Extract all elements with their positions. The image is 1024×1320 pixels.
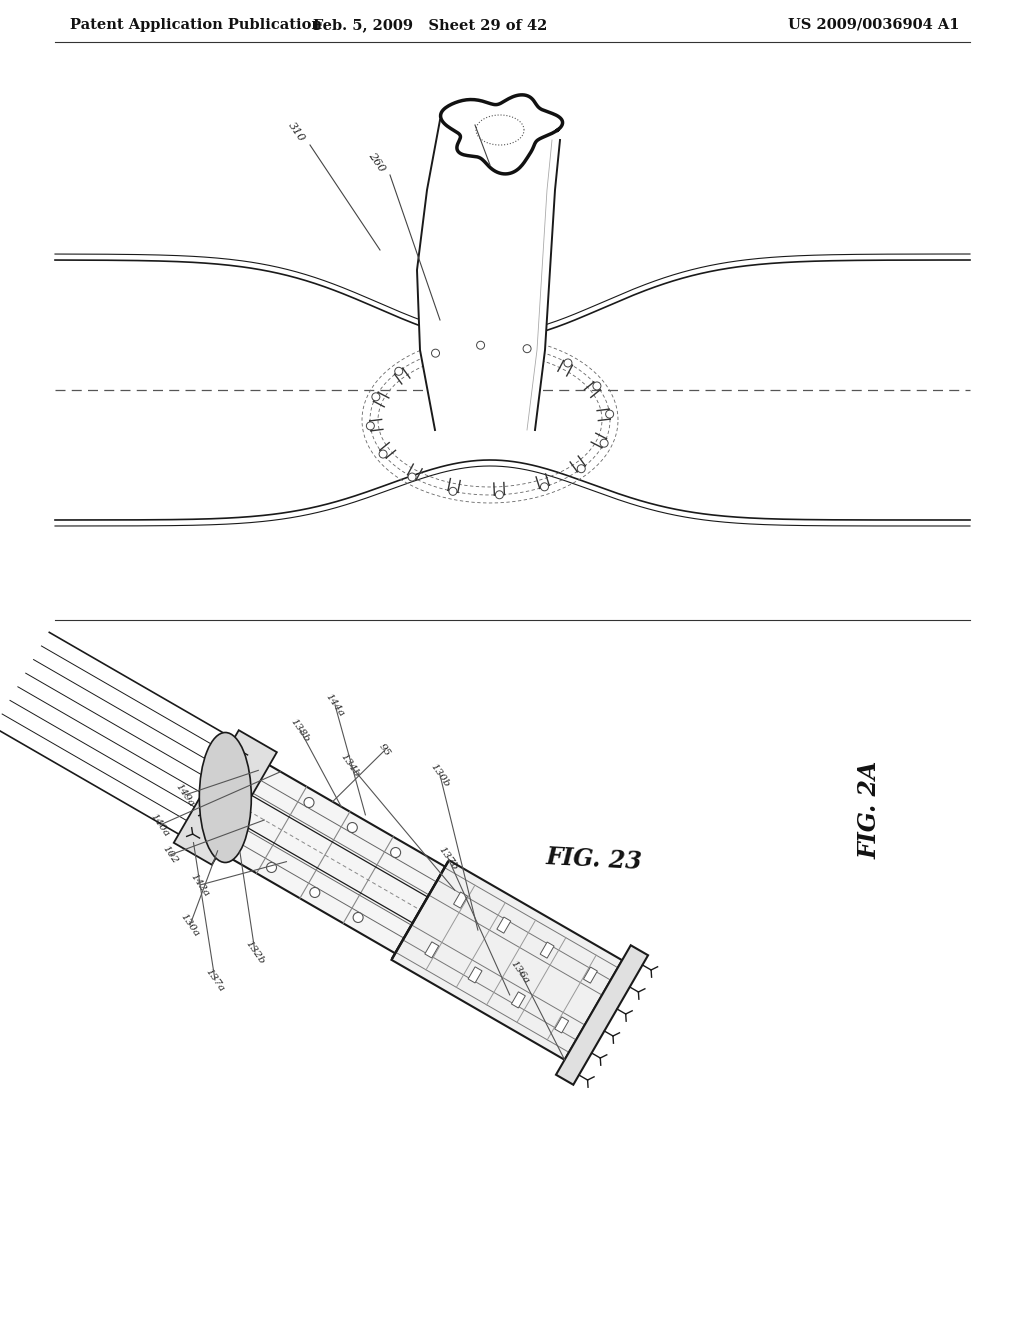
Polygon shape [556, 945, 648, 1085]
Polygon shape [468, 966, 482, 983]
Circle shape [541, 483, 549, 491]
Text: 310: 310 [286, 120, 306, 144]
Circle shape [593, 381, 601, 389]
Text: 144a: 144a [324, 692, 346, 718]
Circle shape [310, 887, 319, 898]
Polygon shape [476, 115, 524, 145]
Text: 142a: 142a [188, 871, 211, 898]
Text: 140a: 140a [148, 812, 171, 838]
Polygon shape [440, 95, 562, 174]
Circle shape [347, 822, 357, 833]
Circle shape [605, 411, 613, 418]
Circle shape [372, 393, 380, 401]
Text: 149a: 149a [174, 781, 197, 808]
Polygon shape [174, 730, 276, 865]
Text: 137a: 137a [204, 966, 226, 993]
Text: Feb. 5, 2009   Sheet 29 of 42: Feb. 5, 2009 Sheet 29 of 42 [312, 18, 547, 32]
Circle shape [578, 465, 586, 473]
Text: 102: 102 [161, 845, 179, 866]
Ellipse shape [200, 733, 251, 862]
Text: FIG. 23: FIG. 23 [545, 846, 643, 875]
Circle shape [564, 359, 572, 367]
Polygon shape [497, 917, 511, 933]
Polygon shape [194, 744, 272, 859]
Circle shape [523, 345, 531, 352]
Polygon shape [511, 991, 525, 1008]
Text: 95: 95 [378, 742, 392, 758]
Circle shape [394, 367, 402, 375]
Text: Patent Application Publication: Patent Application Publication [70, 18, 322, 32]
Polygon shape [555, 1016, 568, 1034]
Text: 130b: 130b [429, 762, 452, 788]
Circle shape [266, 862, 276, 873]
Circle shape [409, 473, 416, 480]
Text: 137b: 137b [436, 845, 460, 871]
Polygon shape [417, 120, 560, 430]
Polygon shape [218, 764, 445, 953]
Text: 130a: 130a [179, 912, 201, 939]
Polygon shape [391, 861, 623, 1060]
Polygon shape [425, 942, 438, 958]
Circle shape [379, 450, 387, 458]
Text: 320: 320 [452, 100, 472, 124]
Polygon shape [541, 942, 554, 958]
Circle shape [600, 440, 608, 447]
Circle shape [367, 422, 375, 430]
Text: FIG. 2A: FIG. 2A [858, 760, 882, 859]
Text: 136a: 136a [509, 958, 531, 985]
Circle shape [353, 912, 364, 923]
Polygon shape [454, 892, 468, 908]
Circle shape [496, 491, 504, 499]
Text: 134b: 134b [339, 751, 361, 779]
Circle shape [476, 342, 484, 350]
Circle shape [449, 487, 457, 495]
Text: 138b: 138b [289, 717, 311, 743]
Circle shape [304, 797, 314, 808]
Text: 132b: 132b [244, 939, 266, 965]
Text: 260: 260 [367, 150, 387, 174]
Circle shape [390, 847, 400, 858]
Text: US 2009/0036904 A1: US 2009/0036904 A1 [788, 18, 961, 32]
Circle shape [431, 350, 439, 358]
Polygon shape [584, 968, 597, 983]
